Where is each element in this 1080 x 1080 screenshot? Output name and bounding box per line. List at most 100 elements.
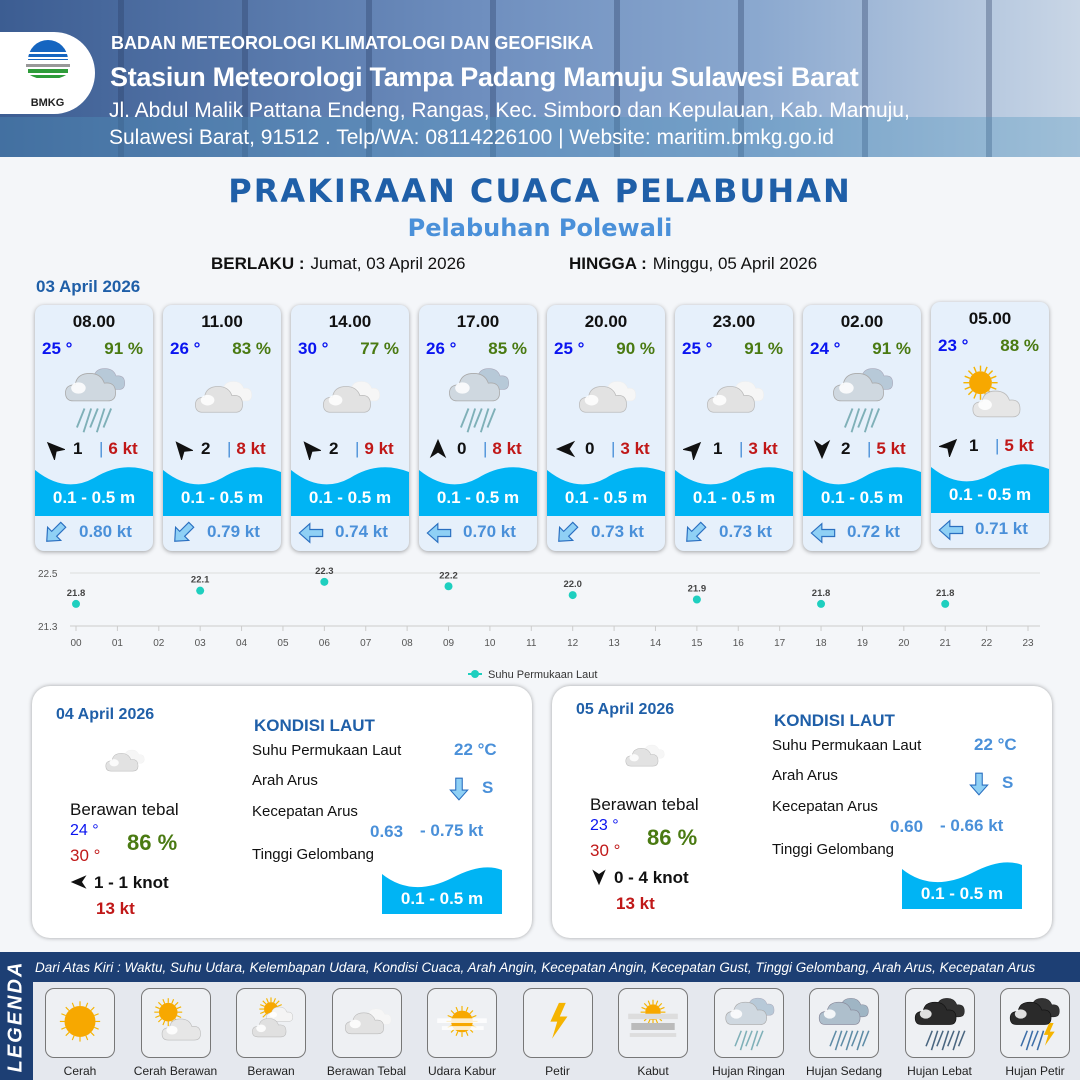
hujan-ringan-weather-icon	[833, 368, 893, 433]
valid-from-date: Jumat, 03 April 2026	[310, 254, 466, 273]
legend-icon-frame	[522, 988, 593, 1058]
x-tick-label: 05	[277, 638, 289, 649]
data-point[interactable]	[817, 599, 826, 608]
current-speed: 0.73 kt	[591, 522, 644, 541]
legend-item-cerah-berawan: Cerah Berawan	[131, 988, 221, 1078]
legend-icon-frame	[713, 988, 784, 1058]
weather-description: Berawan tebal	[590, 795, 699, 814]
data-point[interactable]	[444, 582, 453, 591]
x-tick-label: 18	[815, 638, 827, 649]
wave-icon	[35, 467, 153, 516]
bmkg-logo: BMKG	[0, 32, 95, 114]
current-speed: 0.80 kt	[79, 522, 132, 541]
cerah-berawan-weather-icon	[963, 365, 1021, 418]
wave-graphic	[419, 460, 537, 516]
sst-label: Suhu Permukaan Laut	[772, 737, 922, 754]
legend-item-udara-kabur: Udara Kabur	[417, 988, 507, 1078]
data-label: 21.9	[688, 584, 707, 595]
daily-forecast-panel: 05 April 2026 Berawan tebal 23 ° 30 ° 86…	[552, 686, 1052, 938]
berawan-tebal-weather-icon	[707, 381, 764, 413]
wind-direction-icon	[46, 441, 67, 462]
forecast-card: 11.00 26 ° 83 % 2 8 kt 0.1 - 0.5 m 0.79 k…	[163, 305, 281, 551]
legend-icon-frame	[45, 988, 115, 1058]
daily-weather	[92, 736, 156, 788]
humidity: 77 %	[360, 339, 399, 358]
wind-info: 2 5 kt	[809, 437, 915, 461]
data-point[interactable]	[72, 599, 80, 608]
wave-height: 0.1 - 0.5 m	[436, 488, 520, 507]
wave-height-label: Tinggi Gelombang	[772, 841, 895, 858]
current-info: 0.70 kt	[425, 519, 535, 545]
wave-graphic	[547, 460, 665, 516]
air-temperature: 26 °	[170, 339, 201, 358]
current-speed: 0.79 kt	[207, 522, 260, 541]
gust-speed: 8 kt	[227, 439, 265, 459]
valid-from-label: BERLAKU :	[211, 254, 305, 273]
header-banner: BMKG BADAN METEOROLOGI KLIMATOLOGI DAN G…	[0, 0, 1080, 157]
legend-side: LEGENDA	[0, 952, 32, 1080]
wind-speed: 2	[201, 439, 211, 458]
wind-info: 2 8 kt	[169, 437, 275, 462]
wave-height: 0.1 - 0.5 m	[564, 488, 648, 507]
address-line-1: Jl. Abdul Malik Pattana Endeng, Rangas, …	[109, 99, 910, 122]
humidity: 91 %	[872, 339, 911, 358]
current-direction-icon	[969, 772, 989, 796]
current-speed: 0.71 kt	[975, 519, 1028, 538]
sea-surface-temp-chart: 22.5 21.3 00 01 02 03 04 05 06 07 08 09 10 11 12 13 14 15…	[38, 566, 1040, 681]
forecast-card: 05.00 23 ° 88 % 1 5 kt 0.1 - 0.5 m 0.71 k…	[931, 302, 1049, 548]
weather-condition	[821, 361, 903, 437]
wave-graphic	[163, 460, 281, 516]
humidity: 85 %	[488, 339, 527, 358]
x-tick-label: 10	[484, 638, 496, 649]
data-point[interactable]	[196, 586, 205, 595]
sst-value: 22 °C	[974, 735, 1017, 754]
forecast-card: 02.00 24 ° 91 % 2 5 kt 0.1 - 0.5 m 0.72 k…	[803, 305, 921, 551]
current-direction-icon	[558, 521, 579, 542]
legend-icon-frame	[1000, 988, 1070, 1058]
forecast-time: 02.00	[840, 312, 884, 331]
air-temperature: 30 °	[298, 339, 329, 358]
sst-label: Suhu Permukaan Laut	[252, 742, 402, 759]
current-direction-icon	[686, 521, 707, 542]
x-tick-label: 02	[153, 638, 165, 649]
current-direction-value: S	[1002, 773, 1014, 792]
petir-weather-icon	[549, 1002, 567, 1039]
x-tick-label: 09	[443, 638, 455, 649]
current-info: 0.79 kt	[169, 519, 279, 545]
max-temperature: 30 °	[590, 841, 621, 860]
data-point[interactable]	[568, 591, 577, 600]
current-info: 0.72 kt	[809, 519, 919, 545]
legend-item-label: Cerah	[63, 1064, 97, 1078]
legend-item-label: Hujan Ringan	[712, 1064, 785, 1078]
data-point[interactable]	[320, 577, 329, 586]
current-direction-label: Arah Arus	[772, 767, 838, 784]
daily-weather	[612, 731, 676, 783]
x-tick-label: 21	[940, 638, 952, 649]
data-point[interactable]	[692, 595, 701, 604]
data-point[interactable]	[941, 599, 950, 608]
current-direction-value: S	[482, 778, 494, 797]
legend: LEGENDA Dari Atas Kiri : Waktu, Suhu Uda…	[0, 952, 1080, 1080]
hujan-ringan-weather-icon	[65, 368, 125, 433]
legend-icon-frame	[331, 988, 402, 1058]
x-tick-label: 07	[360, 638, 372, 649]
legend-item-label: Hujan Lebat	[907, 1064, 972, 1078]
wave-icon	[291, 467, 409, 516]
wind-direction-icon	[429, 438, 447, 459]
min-temperature: 24 °	[70, 822, 99, 839]
forecast-time: 05.00	[968, 309, 1012, 328]
station-name: Stasiun Meteorologi Tampa Padang Mamuju …	[110, 62, 859, 92]
air-temperature: 25 °	[42, 339, 73, 358]
max-temperature: 30 °	[70, 846, 101, 865]
sea-condition-title: KONDISI LAUT	[774, 711, 895, 730]
cerah-weather-icon	[59, 1001, 101, 1042]
legend-label[interactable]: Suhu Permukaan Laut	[488, 669, 597, 681]
data-label: 21.8	[936, 588, 955, 599]
x-tick-label: 16	[733, 638, 745, 649]
wave-icon	[803, 467, 921, 516]
hujan-ringan-weather-icon	[724, 997, 774, 1051]
kabut-weather-icon	[628, 999, 678, 1037]
min-temperature: 23 °	[590, 817, 619, 834]
wind-direction-icon	[937, 438, 958, 459]
weather-condition	[309, 361, 391, 437]
